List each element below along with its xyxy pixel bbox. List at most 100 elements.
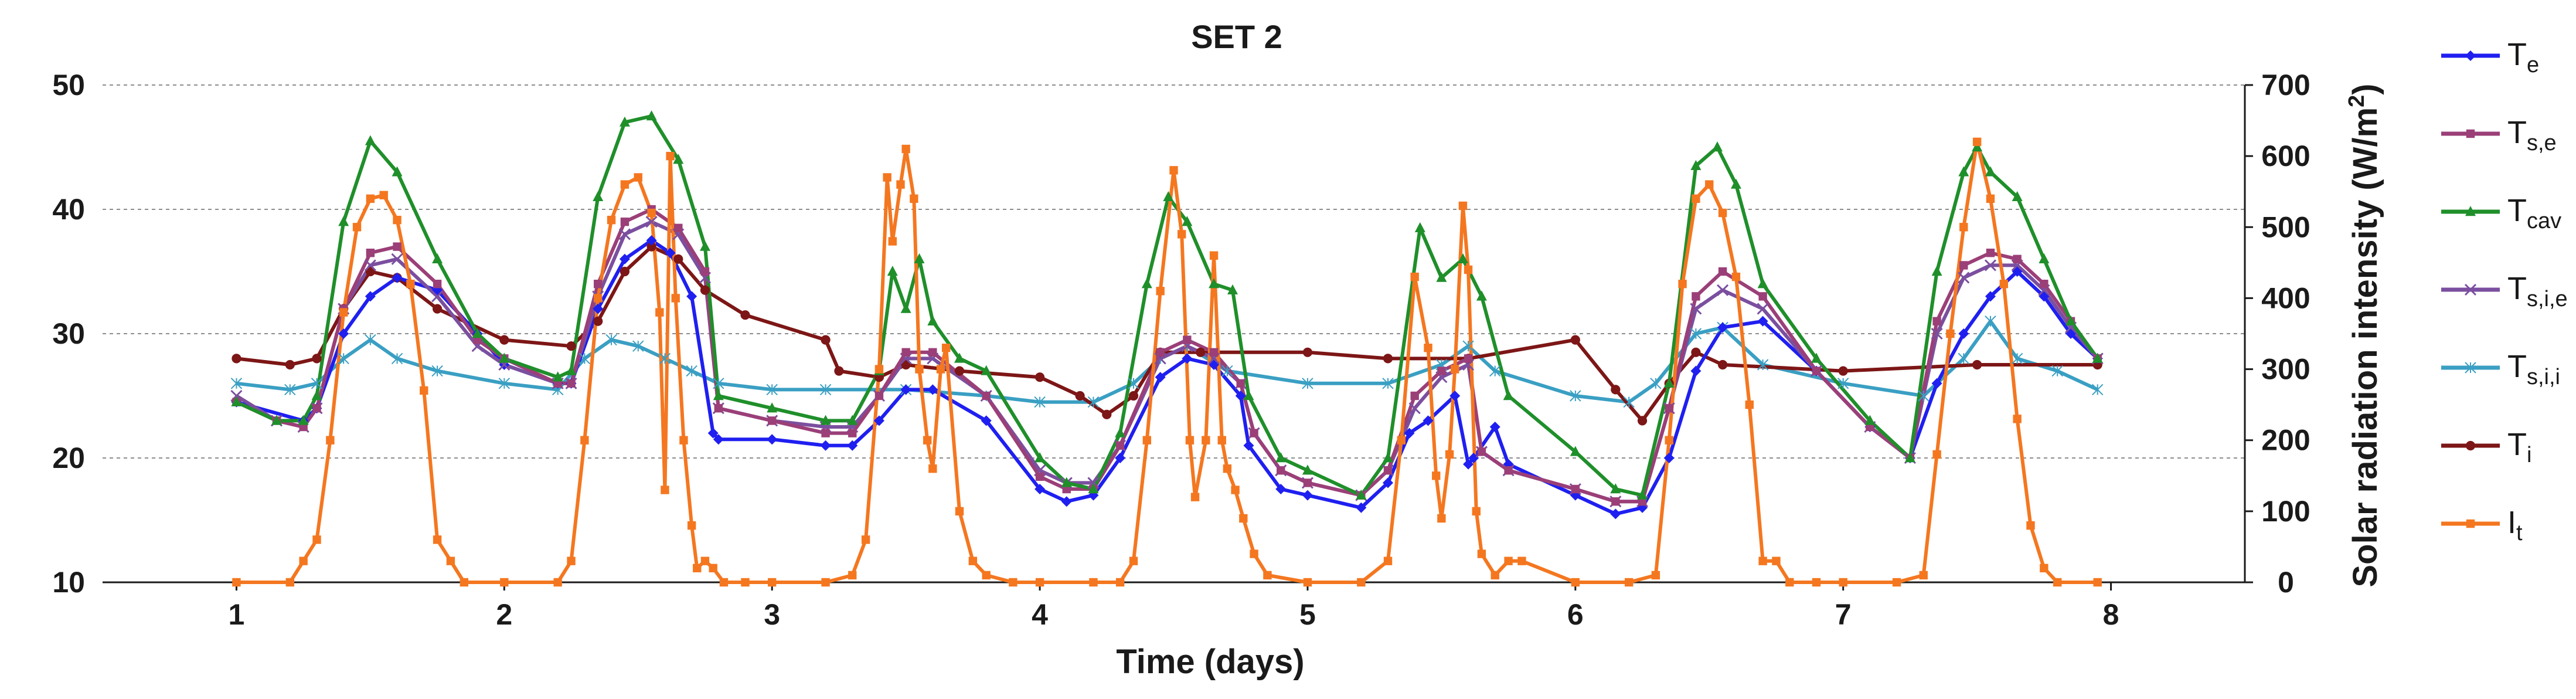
legend-item-t-s-e: Ts,e (2441, 115, 2557, 155)
legend-label-main: T (2507, 349, 2527, 384)
data-point-t-e (767, 434, 778, 445)
data-point-t-s-i-e (1717, 284, 1729, 296)
data-point-i-t (1115, 578, 1125, 587)
x-tick-label: 2 (496, 598, 512, 631)
legend-item-t-cav: Tcav (2441, 193, 2561, 233)
data-point-i-t (888, 237, 897, 246)
data-point-t-cav (673, 154, 684, 164)
x-tick-label: 6 (1567, 598, 1584, 631)
data-point-t-s-e (366, 249, 375, 257)
data-point-t-s-e (1035, 472, 1044, 481)
data-point-t-e (1489, 422, 1500, 432)
data-point-t-i (646, 242, 656, 252)
data-point-i-t (1437, 514, 1446, 523)
data-point-t-i (593, 316, 603, 326)
data-point-t-s-i-i (1985, 315, 1996, 327)
data-point-t-cav (887, 266, 898, 276)
data-point-i-t (1731, 272, 1741, 281)
data-point-i-t (406, 280, 415, 289)
data-point-t-s-i-e (1757, 303, 1769, 315)
data-point-t-e (619, 253, 630, 264)
data-point-t-cav (1457, 253, 1468, 263)
data-point-t-i (1075, 391, 1085, 401)
data-point-t-i (1570, 335, 1580, 345)
data-point-t-cav (2039, 253, 2050, 263)
data-point-i-t (1231, 486, 1240, 494)
data-point-t-i (285, 359, 295, 370)
data-point-i-t (1517, 557, 1526, 565)
data-point-t-s-i-i (1623, 396, 1635, 408)
data-point-t-e (1468, 453, 1479, 463)
data-point-t-cav (566, 365, 577, 375)
data-point-t-s-i-i (713, 378, 724, 389)
legend-label: Ti (2507, 427, 2531, 467)
data-point-i-t (433, 535, 442, 544)
legend-swatch-marker (2464, 283, 2477, 296)
data-point-t-s-i-i (1382, 378, 1394, 389)
data-point-i-t (693, 564, 702, 572)
data-point-i-t (1624, 578, 1634, 587)
data-point-i-t (719, 578, 729, 587)
legend-item-t-e: Te (2441, 37, 2539, 77)
data-point-t-cav (1931, 266, 1942, 276)
data-point-t-cav (1570, 446, 1581, 456)
legend-label: Ts,i,e (2507, 271, 2568, 311)
data-point-t-cav (1061, 477, 1072, 487)
data-point-i-t (567, 557, 576, 565)
legend-label-main: T (2507, 115, 2527, 150)
y-tick-label: 50 (52, 69, 85, 101)
data-point-t-cav (646, 110, 657, 121)
data-point-t-cav (2065, 315, 2077, 325)
data-point-t-i (620, 266, 630, 277)
data-point-i-t (634, 173, 642, 182)
data-point-t-i (365, 266, 375, 277)
data-point-t-s-e (393, 242, 401, 251)
data-point-i-t (1035, 578, 1044, 587)
data-point-t-s-i-i (2051, 365, 2063, 377)
data-point-t-s-i-i (1650, 378, 1662, 389)
legend-label-sub: s,e (2527, 131, 2557, 155)
data-point-t-s-e (1437, 367, 1446, 375)
data-point-t-s-i-i (1837, 378, 1849, 389)
data-point-t-cav (1690, 160, 1702, 170)
y2-tick-label: 100 (2261, 495, 2310, 528)
data-point-i-t (655, 308, 664, 317)
data-point-i-t (1397, 436, 1406, 444)
data-point-t-s-i-e (364, 259, 376, 272)
data-point-i-t (594, 294, 603, 303)
data-point-t-cav (1757, 278, 1768, 289)
series-line-t-s-e (236, 208, 2099, 504)
data-point-i-t (1357, 578, 1366, 587)
data-point-t-s-e (312, 404, 321, 413)
data-point-t-s-e (767, 416, 777, 425)
series-markers-i-t (232, 137, 2102, 587)
data-point-i-t (1692, 194, 1700, 203)
y2-tick-label: 500 (2261, 211, 2310, 243)
data-point-i-t (1383, 557, 1393, 565)
data-point-t-s-i-e (1984, 259, 1997, 272)
legend-item-t-i: Ti (2441, 427, 2531, 467)
legend-item-i-t: It (2441, 505, 2523, 545)
data-point-i-t (1209, 251, 1219, 260)
data-point-t-s-i-i (1034, 396, 1046, 408)
data-point-t-s-i-i (431, 365, 443, 377)
data-point-i-t (1142, 436, 1152, 444)
data-point-t-i (499, 335, 509, 345)
data-point-i-t (2026, 521, 2035, 530)
data-point-t-e (665, 247, 676, 259)
y-tick-label: 30 (52, 317, 85, 350)
x-tick-label: 4 (1032, 598, 1048, 631)
data-point-t-s-i-i (1757, 359, 1769, 371)
data-point-t-cav (298, 415, 309, 425)
data-point-t-e (873, 415, 884, 426)
data-point-i-t (1972, 137, 1982, 147)
data-point-t-i (1302, 347, 1313, 357)
data-point-t-cav (1383, 452, 1393, 463)
data-point-i-t (1959, 223, 1968, 232)
data-point-i-t (2093, 578, 2102, 587)
data-point-t-e (1717, 322, 1728, 333)
data-point-t-s-i-e (1931, 327, 1943, 340)
data-point-t-cav (338, 216, 349, 226)
data-point-t-s-i-e (618, 228, 631, 240)
legend-label-main: T (2507, 271, 2527, 306)
